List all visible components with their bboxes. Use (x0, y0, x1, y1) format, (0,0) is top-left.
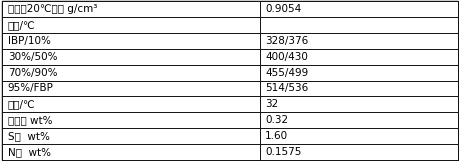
Bar (259, 144, 457, 160)
Bar (259, 1, 457, 17)
Text: N，  wt%: N， wt% (8, 147, 50, 157)
Bar (2, 17, 259, 33)
Text: 32: 32 (264, 99, 278, 109)
Text: 凝点/℃: 凝点/℃ (8, 99, 35, 109)
Text: IBP/10%: IBP/10% (8, 36, 50, 46)
Text: 0.32: 0.32 (264, 115, 288, 125)
Bar (2, 96, 259, 112)
Text: 1.60: 1.60 (264, 131, 288, 141)
Text: 30%/50%: 30%/50% (8, 52, 57, 62)
Bar (2, 112, 259, 128)
Text: 馏程/℃: 馏程/℃ (8, 20, 35, 30)
Bar (2, 65, 259, 80)
Text: 400/430: 400/430 (264, 52, 308, 62)
Text: 455/499: 455/499 (264, 67, 308, 78)
Bar (259, 17, 457, 33)
Text: 70%/90%: 70%/90% (8, 67, 57, 78)
Bar (2, 80, 259, 96)
Text: 328/376: 328/376 (264, 36, 308, 46)
Bar (2, 49, 259, 65)
Text: 0.1575: 0.1575 (264, 147, 301, 157)
Text: 95%/FBP: 95%/FBP (8, 83, 54, 94)
Bar (2, 33, 259, 49)
Bar (259, 128, 457, 144)
Text: 0.9054: 0.9054 (264, 4, 301, 14)
Text: 514/536: 514/536 (264, 83, 308, 94)
Bar (259, 80, 457, 96)
Text: S，  wt%: S， wt% (8, 131, 50, 141)
Bar (259, 112, 457, 128)
Bar (259, 96, 457, 112)
Text: 残炭， wt%: 残炭， wt% (8, 115, 52, 125)
Bar (259, 65, 457, 80)
Text: 密度（20℃）， g/cm³: 密度（20℃）， g/cm³ (8, 4, 97, 14)
Bar (2, 1, 259, 17)
Bar (2, 128, 259, 144)
Bar (2, 144, 259, 160)
Bar (259, 33, 457, 49)
Bar (259, 49, 457, 65)
